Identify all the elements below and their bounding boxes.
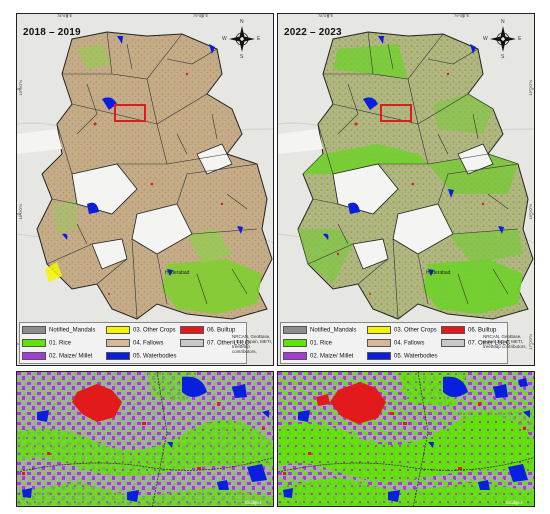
coord-label-side: 18°0'0"N bbox=[528, 204, 533, 220]
place-label-hyderabad: Hyderabad bbox=[165, 270, 190, 276]
coord-label-top: 78°0'0"E bbox=[57, 13, 73, 18]
legend-swatch bbox=[367, 352, 391, 360]
zoom-place-label: Siddipet bbox=[245, 500, 262, 505]
map-2022-2023 bbox=[278, 14, 534, 365]
legend-swatch bbox=[106, 339, 130, 347]
compass-n: N bbox=[240, 19, 244, 25]
compass-w: W bbox=[483, 36, 488, 42]
legend-swatch bbox=[22, 352, 46, 360]
map-credits: NRCAN, GeoBase, y, Esri Japan, METI, tre… bbox=[483, 334, 527, 349]
legend-item: 03. Other Crops bbox=[367, 326, 437, 334]
legend-item: 01. Rice bbox=[22, 339, 71, 347]
legend-swatch bbox=[367, 326, 391, 334]
legend-item: 07. Other LULC bbox=[180, 339, 249, 347]
legend-swatch bbox=[283, 339, 307, 347]
panel-year-label: 2022 – 2023 bbox=[284, 27, 342, 38]
coord-label-side: 19°0'0"N bbox=[18, 80, 23, 96]
legend-swatch bbox=[106, 352, 130, 360]
compass-e: E bbox=[518, 36, 522, 42]
legend-item: 06. Builtup bbox=[441, 326, 496, 334]
legend-item: 06. Builtup bbox=[180, 326, 235, 334]
legend-item: Notified_Mandals bbox=[22, 326, 95, 334]
compass-e: E bbox=[257, 36, 261, 42]
legend-item: 05. Waterbodies bbox=[367, 352, 437, 360]
legend-swatch bbox=[180, 339, 204, 347]
legend-swatch bbox=[22, 326, 46, 334]
legend-item: 03. Other Crops bbox=[106, 326, 176, 334]
zoom-inset-2022-2023: Siddipet bbox=[277, 371, 535, 507]
legend-swatch bbox=[180, 326, 204, 334]
map-2018-2019 bbox=[17, 14, 273, 365]
compass-s: S bbox=[240, 54, 244, 60]
legend-swatch bbox=[22, 339, 46, 347]
map-legend: Notified_Mandals 03. Other Crops 06. Bui… bbox=[280, 322, 510, 364]
zoom-place-label: Siddipet bbox=[506, 500, 523, 505]
compass-w: W bbox=[222, 36, 227, 42]
north-arrow-icon bbox=[229, 26, 255, 52]
zoom-inset-2018-2019: Siddipet bbox=[16, 371, 274, 507]
coord-label-side: 17°0'0"N bbox=[528, 334, 533, 350]
legend-item: 05. Waterbodies bbox=[106, 352, 176, 360]
zoom-map-2018-2019 bbox=[17, 372, 273, 506]
legend-swatch bbox=[367, 339, 391, 347]
compass-s: S bbox=[501, 54, 505, 60]
legend-item: 04. Fallows bbox=[367, 339, 424, 347]
map-legend: Notified_Mandals 03. Other Crops 06. Bui… bbox=[19, 322, 249, 364]
zoom-map-2022-2023 bbox=[278, 372, 534, 506]
map-panel-2022-2023: 2022 – 2023 78°0'0"E 79°0'0"E 19°0'0"N 1… bbox=[277, 13, 535, 366]
map-credits: NRCAN, GeoBase, y, Esri Japan, METI, tre… bbox=[232, 334, 273, 354]
coord-label-side: 18°0'0"N bbox=[18, 204, 23, 220]
legend-item: 07. Other LULC bbox=[441, 339, 510, 347]
legend-item: 01. Rice bbox=[283, 339, 332, 347]
legend-swatch bbox=[106, 326, 130, 334]
legend-item: 02. Maize/ Millet bbox=[22, 352, 92, 360]
panel-year-label: 2018 – 2019 bbox=[23, 27, 81, 38]
coord-label-top: 79°0'0"E bbox=[454, 13, 470, 18]
legend-swatch bbox=[441, 339, 465, 347]
legend-swatch bbox=[441, 326, 465, 334]
legend-swatch bbox=[283, 352, 307, 360]
map-panel-2018-2019: 2018 – 2019 78°0'0"E 79°0'0"E 19°0'0"N 1… bbox=[16, 13, 274, 366]
compass-n: N bbox=[501, 19, 505, 25]
place-label-hyderabad: Hyderabad bbox=[426, 270, 451, 276]
north-arrow-icon bbox=[490, 26, 516, 52]
legend-item: 04. Fallows bbox=[106, 339, 163, 347]
legend-swatch bbox=[283, 326, 307, 334]
coord-label-side: 19°0'0"N bbox=[528, 80, 533, 96]
coord-label-top: 78°0'0"E bbox=[318, 13, 334, 18]
legend-item: 02. Maize/ Millet bbox=[283, 352, 353, 360]
legend-item: Notified_Mandals bbox=[283, 326, 356, 334]
coord-label-top: 79°0'0"E bbox=[193, 13, 209, 18]
